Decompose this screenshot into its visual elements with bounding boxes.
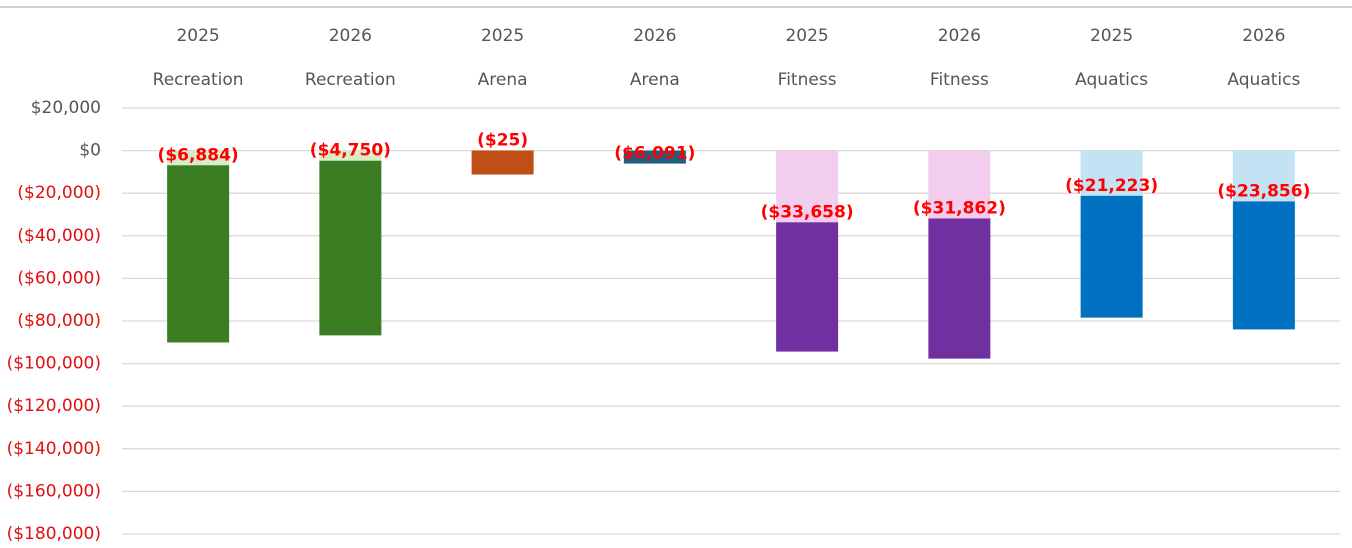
- bar-segment: [928, 218, 991, 359]
- y-tick-label: ($20,000): [17, 183, 101, 203]
- x-tick-year: 2026: [938, 26, 981, 46]
- y-tick-label: $20,000: [31, 98, 101, 118]
- bar-segment: [623, 150, 686, 164]
- data-label: ($4,750): [310, 141, 391, 161]
- y-tick-label: ($140,000): [7, 439, 101, 459]
- y-tick-label: ($120,000): [7, 396, 101, 416]
- x-tick-year: 2026: [1242, 26, 1285, 46]
- bar-segment: [776, 222, 839, 352]
- x-tick-year: 2025: [1090, 26, 1133, 46]
- x-tick-name: Arena: [630, 70, 680, 90]
- data-label: ($21,223): [1065, 176, 1158, 196]
- y-tick-label: ($40,000): [17, 226, 101, 246]
- x-tick-name: Recreation: [305, 70, 396, 90]
- data-label: ($31,862): [913, 198, 1006, 218]
- data-label: ($33,658): [761, 202, 854, 222]
- data-label: ($6,091): [614, 144, 695, 164]
- bar-segment: [167, 165, 230, 343]
- bar-segment: [928, 150, 991, 219]
- y-tick-label: ($160,000): [7, 481, 101, 501]
- y-tick-label: ($80,000): [17, 311, 101, 331]
- x-tick-name: Fitness: [930, 70, 989, 90]
- x-tick-name: Recreation: [153, 70, 244, 90]
- bar-segment: [776, 150, 839, 223]
- y-tick-label: ($180,000): [7, 524, 101, 544]
- x-tick-name: Fitness: [778, 70, 837, 90]
- bar-segment: [319, 160, 382, 336]
- bar-segment: [1232, 201, 1295, 330]
- data-label: ($23,856): [1217, 181, 1310, 201]
- x-tick-year: 2026: [633, 26, 676, 46]
- bar-segment: [471, 150, 534, 175]
- bar-segment: [319, 150, 382, 161]
- bar-segment: [1080, 195, 1143, 318]
- x-tick-year: 2025: [785, 26, 828, 46]
- data-label: ($6,884): [158, 145, 239, 165]
- x-tick-year: 2025: [176, 26, 219, 46]
- bar-segment: [1232, 150, 1295, 202]
- x-tick-name: Aquatics: [1227, 70, 1300, 90]
- x-tick-name: Arena: [478, 70, 528, 90]
- x-tick-year: 2026: [329, 26, 372, 46]
- y-tick-label: ($60,000): [17, 268, 101, 288]
- x-tick-year: 2025: [481, 26, 524, 46]
- y-tick-label: $0: [79, 141, 101, 161]
- bar-segment: [1080, 150, 1143, 196]
- x-tick-name: Aquatics: [1075, 70, 1148, 90]
- y-tick-label: ($100,000): [7, 354, 101, 374]
- bar-segment: [167, 150, 230, 166]
- data-label: ($25): [477, 131, 528, 151]
